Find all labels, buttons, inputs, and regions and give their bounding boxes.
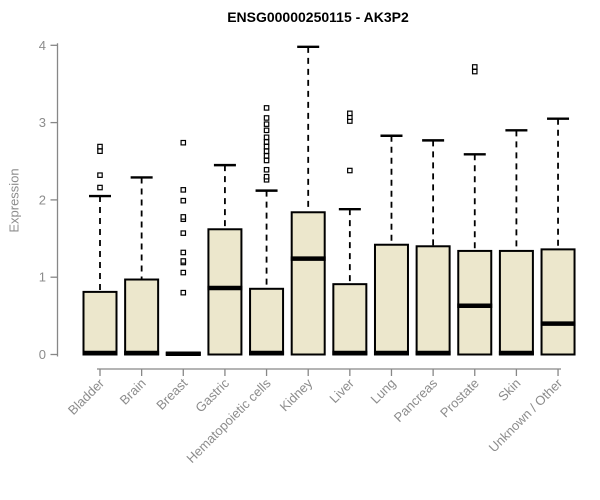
box-bladder xyxy=(82,290,118,356)
outlier-hematopoietic-cells xyxy=(263,115,270,121)
y-tick-label: 3 xyxy=(39,115,46,130)
x-tick-label: Liver xyxy=(326,375,357,406)
x-tick-label: Prostate xyxy=(437,376,482,421)
box-brain xyxy=(124,278,160,356)
x-tick-label: Kidney xyxy=(277,375,316,414)
y-tick-label: 4 xyxy=(39,38,46,53)
outlier-hematopoietic-cells xyxy=(263,105,270,111)
x-tick-label: Bladder xyxy=(65,375,108,418)
outlier-hematopoietic-cells xyxy=(263,127,270,134)
outlier-hematopoietic-cells xyxy=(263,166,270,173)
x-tick-label: Unknown / Other xyxy=(486,375,566,455)
box-unknown-other xyxy=(540,248,576,356)
outlier-hematopoietic-cells xyxy=(263,143,270,150)
outlier-hematopoietic-cells xyxy=(263,148,270,155)
y-tick-label: 0 xyxy=(39,347,46,362)
box-gastric xyxy=(207,228,243,356)
outlier-bladder xyxy=(97,148,103,155)
box-hematopoietic-cells xyxy=(249,287,285,356)
chart-title: ENSG00000250115 - AK3P2 xyxy=(227,9,409,25)
outlier-breast xyxy=(180,249,187,256)
x-tick-label: Skin xyxy=(495,376,523,404)
outlier-liver xyxy=(347,167,353,174)
outlier-hematopoietic-cells xyxy=(263,157,270,164)
outlier-breast xyxy=(180,187,187,193)
outlier-bladder xyxy=(97,172,103,178)
outlier-hematopoietic-cells xyxy=(263,153,270,159)
outlier-breast xyxy=(180,289,187,296)
outlier-breast xyxy=(180,214,187,220)
outlier-liver xyxy=(347,110,353,117)
box-skin xyxy=(498,249,534,356)
outlier-hematopoietic-cells xyxy=(263,173,270,180)
outlier-hematopoietic-cells xyxy=(263,139,270,145)
outlier-prostate xyxy=(471,64,478,70)
box-prostate xyxy=(457,249,493,356)
outlier-bladder xyxy=(97,143,103,150)
outlier-hematopoietic-cells xyxy=(263,134,270,141)
x-tick-label: Lung xyxy=(368,376,399,407)
outlier-breast xyxy=(180,139,187,146)
box-kidney xyxy=(290,211,326,356)
outlier-breast xyxy=(180,269,187,276)
box-lung xyxy=(373,243,409,356)
outlier-hematopoietic-cells xyxy=(263,121,270,127)
outlier-breast xyxy=(180,197,187,204)
outlier-breast xyxy=(180,258,187,264)
x-tick-label: Brain xyxy=(117,376,149,408)
box-liver xyxy=(332,283,368,356)
y-tick-label: 1 xyxy=(39,270,46,285)
outlier-prostate xyxy=(471,68,478,75)
x-tick-label: Gastric xyxy=(192,375,232,415)
y-tick-label: 2 xyxy=(39,192,46,207)
outlier-breast xyxy=(180,230,187,236)
box-pancreas xyxy=(415,245,451,356)
x-tick-label: Pancreas xyxy=(391,375,441,425)
outlier-bladder xyxy=(97,184,103,191)
x-tick-label: Breast xyxy=(153,375,190,412)
